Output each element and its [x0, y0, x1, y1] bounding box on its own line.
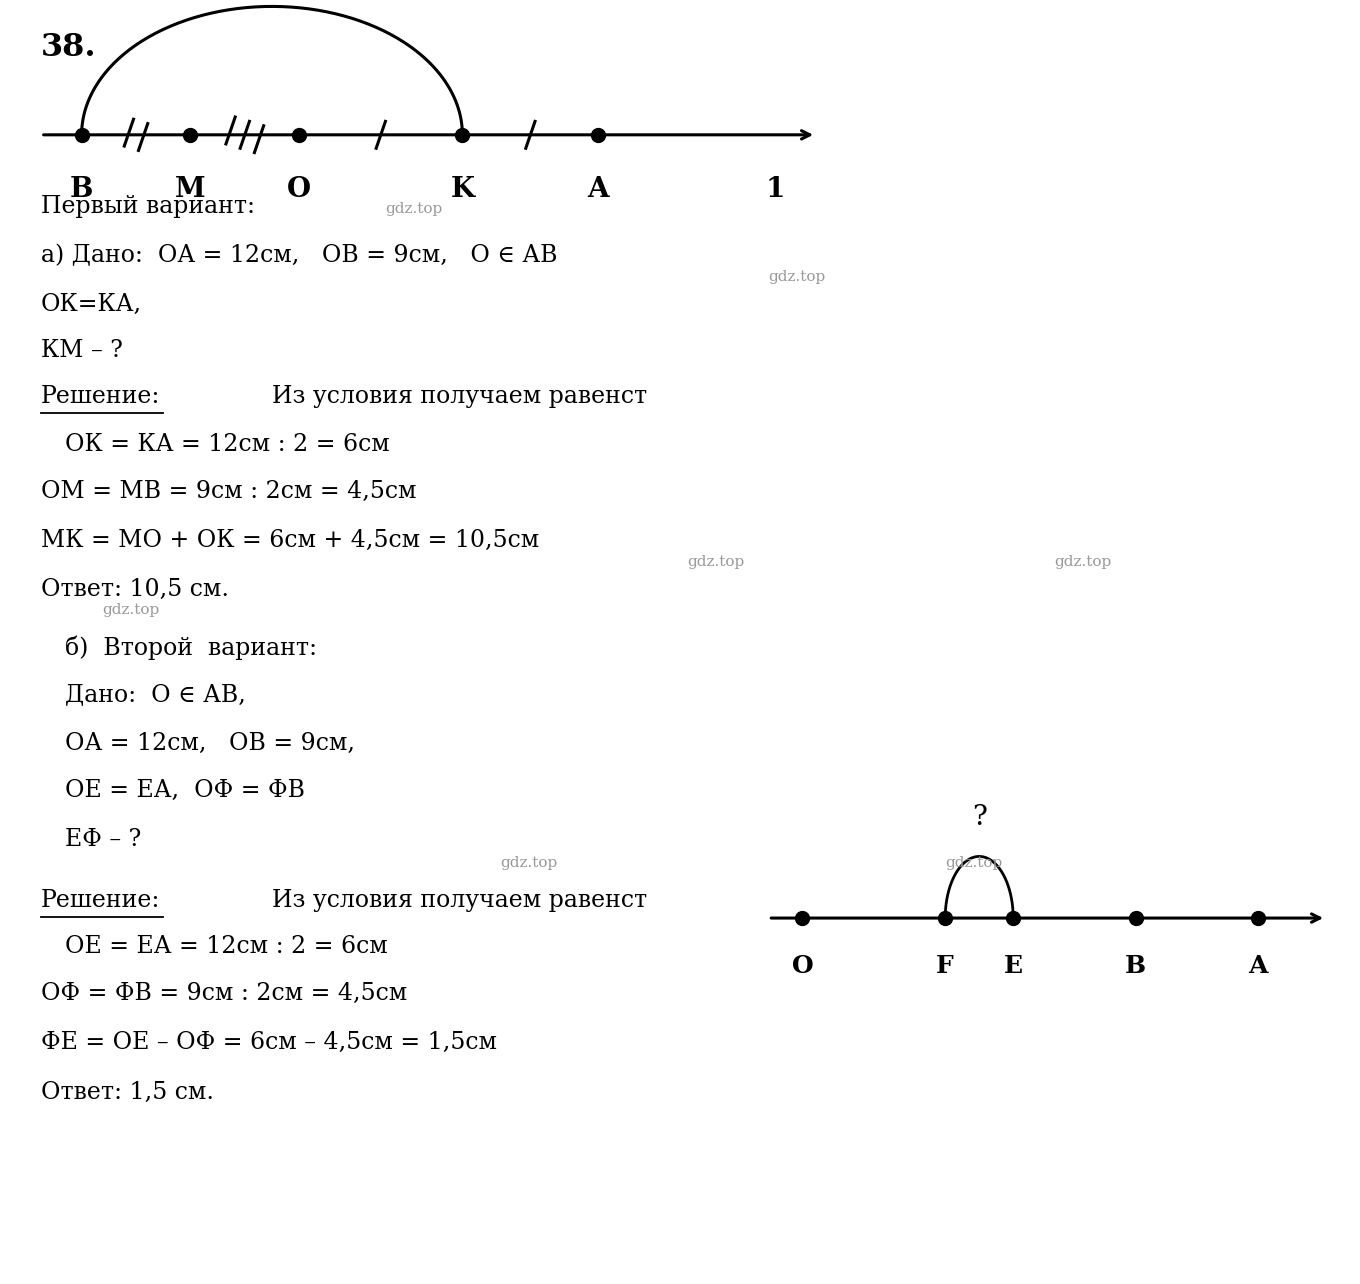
Text: B: B	[1125, 954, 1146, 978]
Text: а) Дано:  ОА = 12см,   ОВ = 9см,   О ∈ АВ: а) Дано: ОА = 12см, ОВ = 9см, О ∈ АВ	[41, 244, 558, 267]
Text: ЕФ – ?: ЕФ – ?	[65, 828, 141, 851]
Text: ОА = 12см,   ОВ = 9см,: ОА = 12см, ОВ = 9см,	[65, 732, 355, 755]
Text: A: A	[588, 176, 609, 203]
Text: A: A	[1248, 954, 1268, 978]
Text: ОМ = МВ = 9см : 2см = 4,5см: ОМ = МВ = 9см : 2см = 4,5см	[41, 480, 416, 503]
Text: Дано:  О ∈ АВ,: Дано: О ∈ АВ,	[65, 683, 246, 706]
Text: M: M	[175, 176, 205, 203]
Text: Из условия получаем равенст: Из условия получаем равенст	[242, 889, 647, 912]
Text: gdz.top: gdz.top	[687, 555, 744, 569]
Text: O: O	[792, 954, 813, 978]
Text: МК = МО + ОК = 6см + 4,5см = 10,5см: МК = МО + ОК = 6см + 4,5см = 10,5см	[41, 529, 539, 552]
Text: ОК = КА = 12см : 2 = 6см: ОК = КА = 12см : 2 = 6см	[65, 433, 390, 456]
Text: gdz.top: gdz.top	[945, 856, 1002, 871]
Text: ОФ = ФВ = 9см : 2см = 4,5см: ОФ = ФВ = 9см : 2см = 4,5см	[41, 982, 407, 1005]
Text: ОК=КА,: ОК=КА,	[41, 293, 141, 316]
Text: Из условия получаем равенст: Из условия получаем равенст	[242, 385, 647, 408]
Text: ОЕ = ЕА = 12см : 2 = 6см: ОЕ = ЕА = 12см : 2 = 6см	[65, 935, 388, 958]
Text: K: K	[450, 176, 475, 203]
Text: 38.: 38.	[41, 32, 97, 63]
Text: E: E	[1004, 954, 1023, 978]
Text: Первый вариант:: Первый вариант:	[41, 195, 254, 218]
Text: B: B	[69, 176, 94, 203]
Text: gdz.top: gdz.top	[500, 856, 558, 871]
Text: gdz.top: gdz.top	[385, 202, 442, 216]
Text: ?: ?	[972, 804, 986, 831]
Text: Ответ: 1,5 см.: Ответ: 1,5 см.	[41, 1081, 214, 1104]
Text: Ответ: 10,5 см.: Ответ: 10,5 см.	[41, 578, 228, 601]
Text: КМ – ?: КМ – ?	[41, 339, 122, 362]
Text: ОЕ = ЕА,  ОФ = ФВ: ОЕ = ЕА, ОФ = ФВ	[65, 779, 305, 802]
Text: F: F	[936, 954, 955, 978]
Text: gdz.top: gdz.top	[102, 603, 159, 618]
Text: Решение:: Решение:	[41, 385, 160, 408]
Text: 1: 1	[766, 176, 785, 203]
Text: O: O	[287, 176, 311, 203]
Text: б)  Второй  вариант:: б) Второй вариант:	[65, 636, 317, 660]
Text: ФЕ = ОЕ – ОФ = 6см – 4,5см = 1,5см: ФЕ = ОЕ – ОФ = 6см – 4,5см = 1,5см	[41, 1031, 496, 1054]
Text: Решение:: Решение:	[41, 889, 160, 912]
Text: gdz.top: gdz.top	[1054, 555, 1111, 569]
Text: gdz.top: gdz.top	[768, 270, 826, 284]
